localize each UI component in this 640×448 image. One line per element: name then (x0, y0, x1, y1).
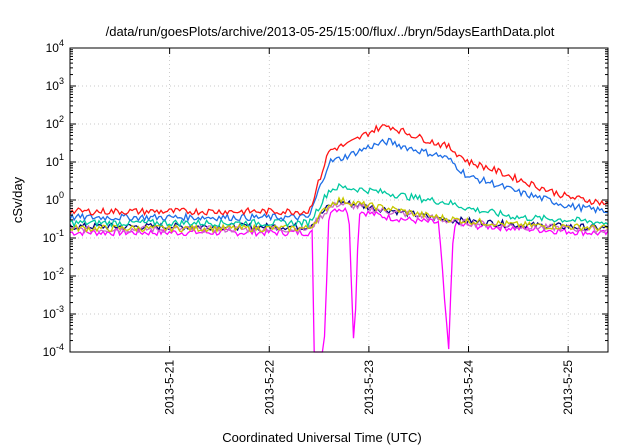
x-tick-label: 2013-5-23 (362, 360, 376, 415)
y-tick-label: 100 (46, 190, 64, 207)
ticks: 104 103 102 101 100 10-1 10-2 10-3 10-4 2013-5-21… (43, 38, 608, 415)
y-tick-label: 104 (46, 38, 64, 55)
series-line-3 (69, 196, 609, 234)
x-tick-label: 2013-5-22 (262, 360, 276, 415)
chart-title: /data/run/goesPlots/archive/2013-05-25/1… (106, 24, 555, 39)
x-axis-label: Coordinated Universal Time (UTC) (222, 430, 421, 445)
y-tick-label: 10-1 (43, 228, 64, 245)
series-line-5 (69, 137, 609, 223)
y-axis-label: cSv/day (10, 176, 25, 223)
y-tick-label: 10-4 (43, 342, 64, 359)
y-tick-label: 10-3 (43, 304, 64, 321)
x-tick-label: 2013-5-25 (561, 360, 575, 415)
series-group (69, 124, 609, 353)
series-line-4 (69, 182, 609, 229)
y-tick-label: 103 (46, 76, 64, 93)
x-tick-label: 2013-5-24 (462, 360, 476, 415)
x-tick-label: 2013-5-21 (163, 360, 177, 415)
y-tick-label: 102 (46, 114, 64, 131)
series-line-6 (69, 124, 609, 217)
y-tick-label: 10-2 (43, 266, 64, 283)
y-tick-label: 101 (46, 152, 64, 169)
series-line-2 (69, 201, 609, 235)
